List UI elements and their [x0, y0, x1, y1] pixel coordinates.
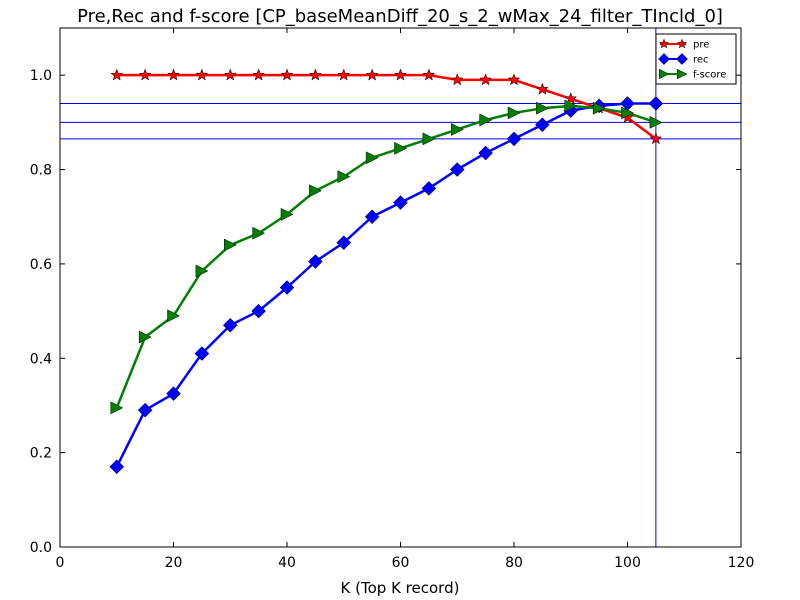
y-tick-label: 1.0 [30, 68, 52, 84]
data-point-f-score [479, 113, 493, 127]
data-point-f-score [110, 401, 124, 415]
data-point-rec [535, 117, 550, 133]
x-axis: 0 20 40 60 80 100 120 [56, 28, 755, 571]
data-point-f-score [592, 101, 606, 115]
data-point-f-score [536, 101, 549, 115]
data-point-pre [195, 68, 209, 81]
data-point-rec [336, 235, 352, 251]
legend: pre rec f-score [655, 33, 737, 85]
x-tick-label: 120 [728, 555, 755, 571]
data-point-rec [648, 96, 664, 111]
data-point-f-score [649, 115, 663, 129]
data-point-f-score [422, 132, 436, 146]
x-tick-label: 0 [56, 555, 65, 571]
y-tick-label: 0.0 [30, 540, 52, 556]
data-point-rec [194, 346, 210, 361]
data-point-f-score [337, 170, 351, 184]
chart-title: Pre,Rec and f-score [CP_baseMeanDiff_20_… [77, 6, 723, 27]
y-tick-label: 0.2 [30, 446, 52, 462]
legend-marker-rec [658, 53, 670, 65]
data-point-f-score [365, 151, 379, 165]
data-point-f-score [280, 207, 294, 221]
y-tick-label: 0.8 [30, 163, 52, 179]
legend-label-pre: pre [693, 40, 709, 51]
x-tick-label: 60 [392, 555, 410, 571]
x-tick-label: 20 [165, 555, 183, 571]
data-point-f-score [195, 264, 209, 278]
data-point-f-score [309, 184, 322, 198]
data-point-pre [223, 68, 237, 81]
data-point-pre [564, 92, 578, 105]
data-point-rec [478, 145, 493, 161]
x-axis-label: K (Top K record) [341, 579, 460, 597]
data-point-rec [421, 181, 437, 196]
data-point-pre [252, 68, 266, 81]
series-markers [109, 68, 664, 475]
x-tick-label: 40 [278, 555, 296, 571]
data-point-pre [479, 73, 493, 86]
data-point-pre [110, 68, 124, 81]
data-point-rec [109, 459, 125, 475]
legend-label-f-score: f-score [693, 70, 726, 81]
y-axis: 0.0 0.2 0.4 0.6 0.8 1.0 [30, 68, 741, 556]
legend-marker-pre [676, 38, 688, 49]
legend-label-rec: rec [693, 55, 709, 66]
data-point-pre [450, 73, 464, 86]
data-point-pre [394, 68, 407, 81]
data-point-pre [535, 82, 549, 95]
y-tick-label: 0.4 [30, 351, 52, 367]
y-tick-label: 0.6 [30, 257, 52, 273]
data-point-rec [222, 317, 238, 333]
legend-marker-rec [676, 53, 688, 65]
data-point-pre [422, 68, 436, 81]
data-point-pre [138, 68, 152, 81]
data-point-pre [507, 73, 521, 86]
data-point-pre [337, 68, 351, 81]
data-point-f-score [507, 106, 521, 120]
data-point-rec [251, 303, 266, 319]
data-point-rec [364, 209, 380, 225]
data-point-f-score [451, 123, 464, 136]
data-point-rec [166, 386, 181, 402]
data-point-f-score [167, 309, 181, 323]
data-point-pre [167, 68, 180, 81]
legend-marker-f-score [658, 68, 670, 80]
data-point-f-score [621, 106, 635, 120]
data-point-f-score [564, 99, 578, 113]
legend-marker-pre [658, 38, 670, 49]
legend-marker-f-score [676, 68, 688, 80]
data-point-pre [365, 68, 379, 81]
data-point-rec [393, 195, 408, 210]
x-tick-label: 80 [505, 555, 523, 571]
data-point-rec [137, 402, 153, 418]
plot-area [60, 28, 741, 547]
x-tick-label: 100 [614, 555, 641, 571]
data-point-f-score [138, 330, 152, 344]
data-point-f-score [394, 141, 408, 155]
data-point-rec [449, 162, 465, 177]
data-point-pre [280, 68, 294, 81]
data-point-rec [308, 254, 323, 269]
data-point-pre [308, 68, 322, 81]
data-point-pre [649, 132, 663, 145]
data-point-f-score [224, 238, 237, 252]
data-point-rec [279, 280, 295, 295]
data-point-f-score [252, 226, 266, 240]
data-point-rec [506, 131, 522, 147]
